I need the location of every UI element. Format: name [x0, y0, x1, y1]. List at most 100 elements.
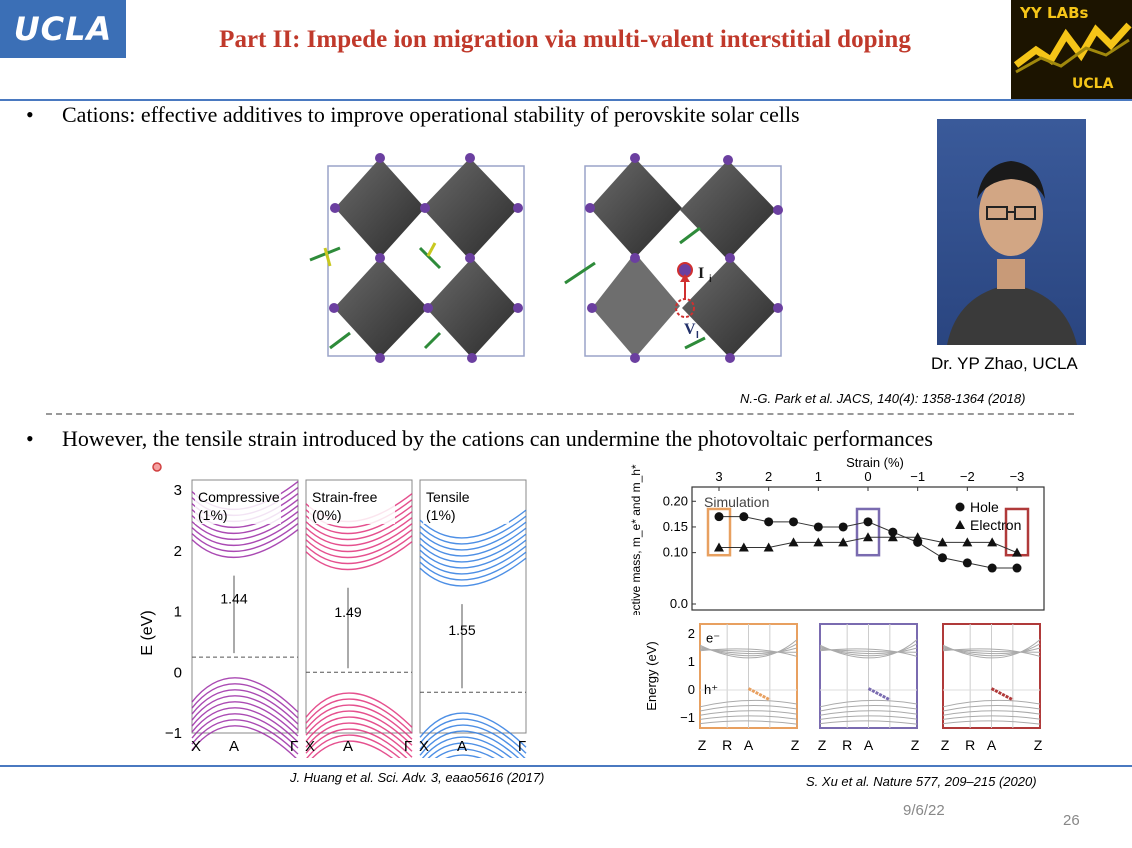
lab-logo-text: YY LABs [1020, 4, 1089, 22]
band-xtick-label: X [305, 738, 315, 755]
effective-mass-chart: Strain (%) Effective mass, m_e* and m_h*… [629, 455, 1045, 615]
energy-xtick-label: A [864, 737, 874, 753]
valence-band-line [191, 719, 299, 755]
legend-electron-label: Electron [970, 517, 1021, 533]
chart-xtick-label: 2 [765, 469, 772, 484]
valence-band-line [191, 695, 299, 731]
energy-xtick-label: R [842, 737, 852, 753]
band-panel-frame [191, 479, 299, 734]
valence-band-line [445, 754, 482, 758]
conduction-band-line [191, 517, 299, 546]
photo-caption: Dr. YP Zhao, UCLA [931, 354, 1078, 373]
lab-logo-graphic [1013, 22, 1132, 74]
band-ytick-label: 3 [174, 482, 182, 499]
highlight-box [855, 507, 881, 557]
valence-band-line [306, 734, 401, 758]
band-ylabel: E (eV) [139, 610, 156, 655]
hole-point [987, 563, 997, 573]
electron-point [1012, 547, 1022, 557]
band-ytick-label: 2 [174, 543, 182, 560]
band-ytick-label: −1 [165, 725, 182, 742]
highlight-box [706, 507, 732, 557]
chart-xtick-label: 1 [815, 469, 822, 484]
chart-xtick-label: −1 [910, 469, 925, 484]
cursor-dot [152, 462, 162, 472]
valence-band-line [311, 740, 394, 758]
energy-panels: e⁻h⁺Z R A Z Z R A Z Z R A Z [698, 623, 1043, 753]
electron-point [987, 537, 998, 547]
band-xtick-label: A [457, 738, 467, 755]
electron-point [813, 537, 824, 547]
perovskite-structure-figure: I i V I [309, 153, 783, 363]
carrier-path [867, 687, 891, 702]
hole-point [863, 517, 873, 527]
valence-band-line [191, 707, 299, 743]
energy-xtick-label: A [744, 737, 754, 753]
chart-ytick-label: 0.15 [663, 519, 688, 534]
electron-point [863, 532, 873, 542]
hole-point [789, 517, 798, 527]
band-panel: 1.55 Tensile (1%) X A Γ [419, 479, 527, 758]
energy-xtick-label: R [722, 737, 732, 753]
valence-band-line [305, 698, 413, 734]
band-panel-frame [419, 479, 527, 734]
bullet-text-cations: Cations: effective additives to improve … [62, 102, 800, 127]
electron-point [714, 542, 724, 552]
conduction-band-line [419, 545, 527, 575]
band-ytick-label: 1 [174, 604, 182, 621]
hole-point [888, 527, 898, 537]
electron-point [887, 532, 898, 542]
valence-band-line [191, 677, 299, 713]
conduction-band-line [419, 557, 527, 587]
chart-axes: 3 2 1 0 −1 −2 −3 0.20 0.15 0.10 0.0 [663, 469, 1025, 611]
valence-band-line [419, 718, 527, 754]
conduction-band-line [305, 517, 413, 547]
band-panel: 1.44 Compressive (1%) X A Γ [191, 479, 299, 758]
chart-ytick-label: 0.20 [663, 493, 688, 508]
band-panel-sub: (0%) [312, 507, 342, 523]
band-xtick-label: Γ [404, 738, 412, 755]
energy-xtick-label: Z [1034, 737, 1043, 753]
valence-band-line [419, 724, 526, 758]
yy-labs-logo [1011, 0, 1132, 100]
portrait-graphic [947, 161, 1077, 345]
conduction-band-line [419, 527, 527, 557]
energy-xtick-label: A [987, 737, 997, 753]
reference-park: N.-G. Park et al. JACS, 140(4): 1358-136… [740, 391, 1026, 406]
conduction-band-line [191, 523, 299, 552]
valence-band-line [419, 730, 520, 758]
vacancy-sub: I [696, 330, 699, 341]
section-divider [46, 413, 1074, 415]
bullet-text-strain: However, the tensile strain introduced b… [62, 426, 933, 451]
energy-band-figure: Energy (eV) 210−1 e⁻h⁺Z R A Z Z R A Z Z R A Z [644, 623, 1043, 753]
band-panel: 1.49 Strain-free (0%) X A Γ [305, 479, 413, 758]
energy-xtick-label: Z [698, 737, 707, 753]
energy-panel: e⁻h⁺Z R A Z [698, 623, 800, 753]
hole-point [1012, 563, 1022, 573]
conduction-band-line [305, 523, 413, 553]
hole-point [938, 553, 947, 563]
conduction-band-line [419, 551, 527, 581]
band-panel-sub: (1%) [426, 507, 456, 523]
band-xtick-label: X [191, 738, 201, 755]
legend-hole-marker [955, 502, 965, 512]
header-divider [0, 99, 1132, 101]
vacancy-label: V [684, 321, 696, 338]
band-xtick-label: Γ [518, 738, 526, 755]
valence-band-line [421, 736, 513, 758]
conduction-band-line [419, 515, 527, 545]
interstitial-label: I [698, 265, 704, 282]
electron-point [788, 537, 799, 547]
energy-ytick-label: 2 [688, 626, 695, 641]
electron-point [738, 542, 749, 552]
band-ytick-label: 0 [174, 664, 182, 681]
conduction-band-line [191, 529, 299, 558]
hole-point [838, 522, 848, 532]
conduction-band-line [191, 511, 299, 540]
valence-band-line [305, 704, 413, 740]
chart-ytick-label: 0.0 [670, 596, 688, 611]
conduction-band-line [305, 535, 413, 565]
valence-band-line [305, 692, 413, 728]
